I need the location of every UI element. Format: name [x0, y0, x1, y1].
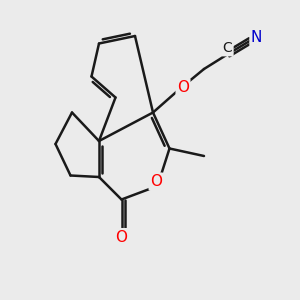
Text: N: N	[251, 30, 262, 45]
Text: O: O	[116, 230, 128, 244]
Text: C: C	[223, 41, 232, 55]
Text: O: O	[177, 80, 189, 94]
Text: O: O	[150, 174, 162, 189]
